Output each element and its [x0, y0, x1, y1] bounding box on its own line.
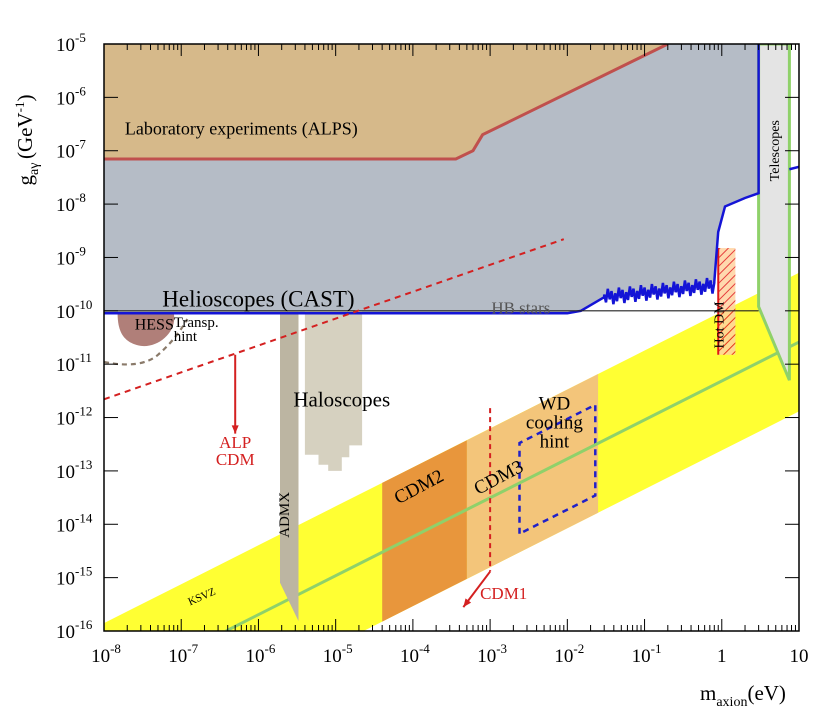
y-tick-label: 10-11	[56, 350, 92, 376]
wd-cooling-label: WD cooling hint	[526, 394, 583, 453]
ksvz-line	[225, 340, 799, 631]
y-axis-label: gaγ (GeV-1)	[12, 95, 42, 186]
hess-label: HESS	[135, 316, 174, 333]
y-tick-label: 10-8	[56, 190, 86, 216]
x-tick-label: 10-6	[246, 641, 276, 667]
y-tick-label: 10-15	[56, 564, 92, 590]
telescopes-label: Telescopes	[768, 120, 783, 181]
x-tick-label: 1	[717, 646, 727, 667]
cast-label: Helioscopes (CAST)	[162, 287, 354, 312]
y-tick-label: 10-12	[56, 404, 92, 430]
x-tick-label: 10-2	[554, 641, 584, 667]
alp-cdm-line	[104, 238, 565, 401]
x-tick-label: 10-8	[91, 641, 121, 667]
admx-label: ADMX	[277, 492, 293, 538]
y-tick-label: 10-7	[56, 137, 86, 163]
telescopes-region	[757, 44, 791, 381]
wd-cooling-region	[518, 402, 597, 536]
x-tick-label: 10-1	[632, 641, 662, 667]
alps-region	[104, 44, 668, 159]
haloscopes-label: Haloscopes	[293, 388, 390, 412]
y-tick-label: 10-5	[56, 30, 86, 56]
y-tick-label: 10-9	[56, 243, 86, 269]
x-tick-label: 10-3	[477, 641, 507, 667]
hb-stars-label: HB stars	[491, 298, 550, 317]
hot-dm-region	[718, 248, 736, 355]
x-tick-label: 10-4	[400, 641, 430, 667]
x-tick-label: 10	[790, 646, 809, 667]
x-axis-label: maxion(eV)	[700, 681, 786, 710]
transparency-hint-curve	[104, 318, 189, 366]
admx-region	[280, 310, 299, 622]
cast-limit-line	[104, 44, 760, 315]
alps-boundary-line	[104, 44, 669, 161]
y-tick-label: 10-13	[56, 457, 92, 483]
hess-region	[117, 313, 175, 347]
plot-area	[104, 44, 799, 631]
axes: 10-8 10-7 10-6 10-5 10-4 10-3 10-2 10-1 1 1010-51…	[12, 30, 809, 710]
alps-label: Laboratory experiments (ALPS)	[125, 119, 358, 140]
cdm1-arrow-head	[463, 598, 472, 608]
y-tick-label: 10-10	[56, 297, 92, 323]
x-tick-label: 10-7	[168, 641, 198, 667]
haloscope-projection	[304, 310, 363, 471]
y-tick-label: 10-6	[56, 83, 86, 109]
alp-cdm-arrow-head	[231, 425, 239, 434]
transparency-hint-label: Transp. hint	[174, 315, 219, 345]
y-tick-label: 10-14	[56, 510, 93, 536]
cast-limit-line-tail	[789, 165, 799, 171]
alp-cdm-label: ALP CDM	[216, 433, 255, 469]
y-tick-label: 10-16	[56, 617, 93, 643]
x-tick-label: 10-5	[323, 641, 353, 667]
cdm1-label: CDM1	[480, 584, 527, 603]
hot-dm-label: Hot DM	[712, 301, 727, 349]
plot-frame	[103, 43, 800, 632]
